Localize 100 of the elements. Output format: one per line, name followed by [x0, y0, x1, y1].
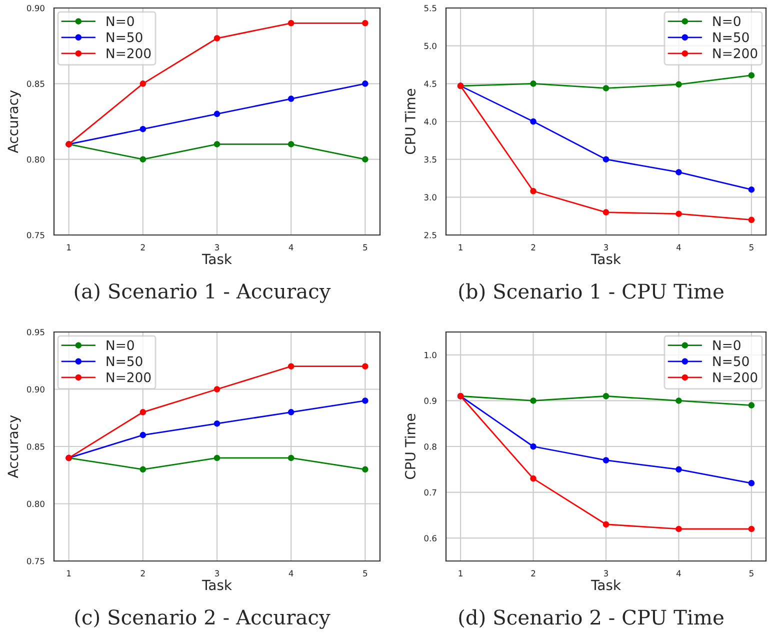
point	[288, 454, 294, 462]
y-axis-title: CPU Time	[404, 414, 416, 480]
y-tick-label: 0.8	[424, 443, 436, 450]
point	[602, 457, 610, 464]
y-tick-label: 0.95	[26, 328, 44, 336]
point	[602, 392, 610, 400]
point	[530, 475, 536, 482]
x-tick-label: 2	[531, 244, 536, 250]
text: (b) Scenario 1 - CPU Time	[459, 283, 724, 302]
y-tick-label: 3.5	[424, 156, 436, 163]
point	[140, 432, 146, 438]
point	[140, 409, 146, 416]
point	[676, 466, 682, 473]
point	[214, 110, 220, 118]
y-tick-label: 0.90	[26, 4, 44, 12]
point	[362, 363, 368, 370]
point	[288, 141, 294, 148]
x-tick-label: 3	[604, 244, 608, 250]
x-tick-label: 1	[67, 244, 71, 250]
legend-label: N=0	[106, 16, 134, 26]
x-tick-label: 4	[676, 570, 681, 576]
y-tick-label: 0.75	[26, 558, 44, 564]
point	[214, 386, 220, 392]
legend-label: N=200	[713, 372, 758, 382]
point	[748, 72, 755, 78]
x-tick-label: 3	[214, 570, 219, 576]
legend-label: N=200	[106, 372, 151, 382]
x-tick-label: 3	[604, 570, 608, 576]
text: (a) Scenario 1 - Accuracy	[74, 283, 331, 303]
point	[288, 96, 294, 102]
point	[214, 454, 220, 462]
x-tick-label: 3	[214, 244, 219, 250]
x-tick-label: 2	[531, 570, 536, 576]
x-axis-title: Task	[202, 579, 232, 590]
point	[214, 141, 220, 148]
point	[140, 126, 146, 132]
y-tick-label: 4.0	[424, 118, 436, 125]
point	[362, 156, 368, 162]
x-tick-label: 5	[749, 570, 754, 576]
y-tick-label: 0.80	[26, 500, 44, 508]
y-tick-label: 0.6	[424, 535, 436, 542]
legend-label: N=50	[713, 356, 749, 366]
point	[676, 81, 682, 88]
point	[214, 420, 220, 427]
point	[530, 80, 536, 87]
y-tick-label: 0.85	[26, 80, 44, 87]
point	[362, 398, 368, 404]
x-tick-label: 2	[140, 570, 145, 576]
legend-label: N=200	[106, 48, 151, 58]
point	[602, 85, 610, 92]
y-axis-title: Accuracy	[8, 90, 21, 154]
point	[140, 466, 146, 473]
point	[288, 409, 294, 416]
x-tick-label: 5	[363, 570, 368, 576]
x-axis-title: Task	[590, 253, 621, 264]
legend-label: N=0	[713, 16, 740, 26]
x-tick-label: 4	[288, 244, 294, 250]
y-tick-label: 0.75	[26, 232, 44, 238]
point	[288, 20, 294, 26]
point	[748, 526, 755, 532]
point	[676, 169, 682, 176]
y-tick-label: 0.7	[424, 489, 436, 496]
x-tick-label: 2	[140, 244, 145, 250]
legend-label: N=50	[106, 32, 142, 42]
point	[748, 186, 755, 193]
legend-label: N=50	[713, 32, 749, 42]
legend-label: N=0	[106, 340, 134, 350]
point	[602, 156, 610, 162]
point	[748, 216, 755, 223]
y-tick-label: 0.90	[26, 386, 44, 393]
point	[530, 398, 536, 404]
y-tick-label: 0.9	[424, 398, 436, 404]
text: (d) Scenario 2 - CPU Time	[459, 609, 724, 628]
point	[530, 118, 536, 125]
point	[362, 20, 368, 26]
legend-label: N=50	[106, 356, 142, 366]
y-tick-label: 5.5	[424, 5, 436, 12]
point	[362, 466, 368, 473]
y-axis-title: CPU Time	[404, 88, 416, 154]
x-tick-label: 1	[458, 244, 462, 250]
point	[602, 209, 610, 216]
point	[214, 35, 220, 42]
x-tick-label: 1	[458, 570, 462, 576]
x-axis-title: Task	[590, 579, 621, 590]
text: (c) Scenario 2 - Accuracy	[75, 609, 330, 629]
x-tick-label: 5	[749, 244, 754, 250]
point	[362, 80, 368, 87]
point	[288, 363, 294, 370]
y-tick-label: 0.80	[26, 156, 44, 163]
y-tick-label: 0.85	[26, 443, 44, 450]
y-tick-label: 5.0	[424, 42, 436, 50]
legend-label: N=200	[713, 48, 758, 58]
x-tick-label: 5	[363, 244, 368, 250]
point	[676, 526, 682, 532]
point	[676, 210, 682, 217]
point	[602, 521, 610, 528]
y-axis-title: Accuracy	[8, 415, 21, 478]
y-tick-label: 1.0	[424, 352, 436, 358]
x-tick-label: 1	[67, 570, 71, 576]
x-tick-label: 4	[288, 570, 294, 576]
